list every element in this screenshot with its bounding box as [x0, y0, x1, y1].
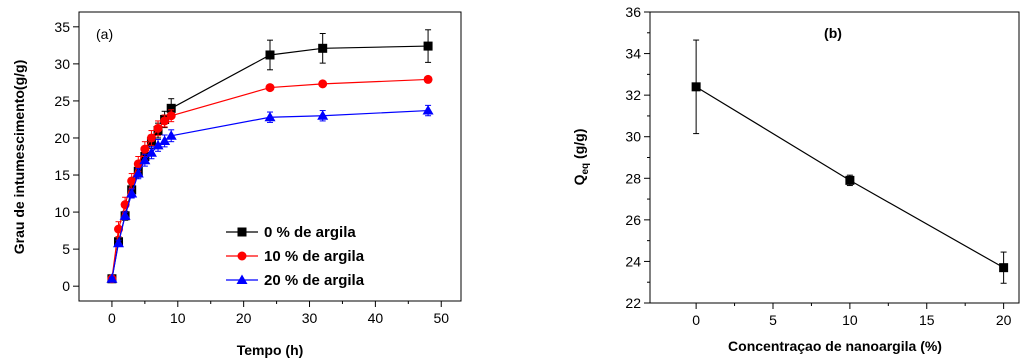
- series-group-a: [106, 29, 434, 284]
- data-point-a-0-9: [166, 103, 176, 113]
- y-tick-label-a-6: 30: [54, 56, 70, 72]
- plot-frame-a: [78, 11, 462, 302]
- x-tick-label-a-3: 30: [302, 310, 318, 326]
- data-point-a-2-6: [145, 147, 157, 157]
- axes-a: 0 10 20 30 40 50 0 5 10 15 20 25 30 35: [54, 19, 449, 326]
- data-point-a-2-3: [126, 188, 138, 198]
- y-tick-label-a-2: 10: [54, 204, 70, 220]
- y-tick-label-a-4: 20: [54, 130, 70, 146]
- y-tick-label-b-5: 32: [625, 87, 641, 103]
- x-tick-label-b-0: 0: [692, 312, 700, 328]
- y-axis-title-b-unit: (g/g): [571, 129, 587, 163]
- y-tick-label-a-1: 5: [62, 241, 70, 257]
- x-tick-label-b-2: 10: [842, 312, 858, 328]
- legend-a: 0 % de argila 10 % de argila 20 % de argil…: [226, 224, 365, 289]
- x-tick-label-a-5: 50: [433, 310, 449, 326]
- panel-label-b: (b): [824, 25, 842, 41]
- data-point-a-0-11: [318, 43, 328, 53]
- data-point-b-0-2: [999, 263, 1009, 273]
- y-tick-label-b-3: 28: [625, 170, 641, 186]
- data-point-a-1-7: [153, 123, 163, 133]
- data-point-b-0-1: [845, 175, 855, 185]
- y-axis-title-b: Qeq (g/g): [571, 129, 591, 186]
- legend-item-2: 20 % de argila: [226, 272, 365, 289]
- y-axis-title-b-main: Q: [571, 174, 587, 185]
- data-point-a-1-12: [423, 74, 433, 84]
- data-point-a-2-1: [113, 237, 125, 248]
- data-point-a-2-4: [132, 168, 144, 178]
- y-tick-label-b-6: 34: [625, 46, 641, 62]
- legend-label-0: 0 % de argila: [264, 224, 356, 241]
- data-point-a-1-8: [160, 116, 170, 126]
- data-point-a-1-9: [166, 111, 176, 121]
- chart-panel-b: (b) Concentraçao de nanoargila (%) Qeq (…: [571, 4, 1020, 354]
- data-point-a-2-7: [152, 139, 164, 150]
- x-axis-title-b: Concentraçao de nanoargila (%): [728, 338, 942, 354]
- y-tick-label-a-3: 15: [54, 167, 70, 183]
- legend-marker-1: [237, 251, 247, 261]
- panel-label-a: (a): [96, 26, 113, 42]
- legend-item-1: 10 % de argila: [226, 248, 365, 265]
- plot-frame-b: [649, 11, 1020, 304]
- data-point-a-2-8: [159, 135, 171, 145]
- y-axis-title-b-sub: eq: [580, 163, 591, 175]
- legend-marker-2: [236, 274, 248, 284]
- legend-marker-0: [237, 227, 247, 237]
- series-b-0: [691, 39, 1009, 284]
- x-tick-label-b-3: 15: [919, 312, 935, 328]
- legend-label-1: 10 % de argila: [264, 248, 365, 265]
- data-point-a-1-3: [127, 176, 137, 186]
- data-point-a-2-2: [119, 210, 131, 220]
- data-point-a-1-10: [265, 83, 275, 93]
- data-point-a-2-10: [264, 111, 276, 122]
- data-point-a-0-10: [265, 50, 275, 60]
- y-tick-label-a-5: 25: [54, 93, 70, 109]
- data-point-a-2-12: [422, 105, 434, 115]
- data-point-b-0-0: [691, 82, 701, 92]
- y-tick-label-b-0: 22: [625, 295, 641, 311]
- data-point-a-2-9: [165, 130, 177, 140]
- data-point-a-1-6: [146, 133, 156, 143]
- y-tick-label-a-0: 0: [62, 278, 70, 294]
- data-point-a-0-12: [423, 41, 433, 51]
- series-a-1: [107, 74, 433, 284]
- chart-panel-a: (a) Tempo (h) Grau de intumescimento(g/g…: [11, 11, 462, 358]
- x-tick-label-a-4: 40: [368, 310, 384, 326]
- x-axis-title-a: Tempo (h): [237, 342, 304, 358]
- x-tick-label-b-4: 20: [996, 312, 1012, 328]
- y-tick-label-b-4: 30: [625, 129, 641, 145]
- data-point-a-2-0: [106, 273, 118, 283]
- series-a-2: [106, 104, 434, 283]
- x-tick-label-a-0: 0: [108, 310, 116, 326]
- x-tick-label-a-1: 10: [170, 310, 186, 326]
- y-tick-label-b-2: 26: [625, 212, 641, 228]
- y-tick-label-a-7: 35: [54, 19, 70, 35]
- x-tick-label-b-1: 5: [769, 312, 777, 328]
- y-axis-title-a: Grau de intumescimento(g/g): [11, 60, 27, 254]
- y-tick-label-b-7: 36: [625, 4, 641, 20]
- axes-b: 0 5 10 15 20 22 24 26 28 30 32 34 36: [625, 4, 1011, 328]
- data-point-a-1-4: [133, 159, 143, 169]
- data-point-a-1-11: [318, 79, 328, 89]
- x-tick-label-a-2: 20: [236, 310, 252, 326]
- legend-label-2: 20 % de argila: [264, 272, 365, 289]
- data-point-a-1-5: [140, 144, 150, 154]
- y-tick-label-b-1: 24: [625, 253, 641, 269]
- legend-item-0: 0 % de argila: [226, 224, 356, 241]
- data-point-a-2-5: [139, 154, 151, 165]
- data-point-a-2-11: [317, 110, 329, 120]
- series-group-b: [691, 39, 1009, 284]
